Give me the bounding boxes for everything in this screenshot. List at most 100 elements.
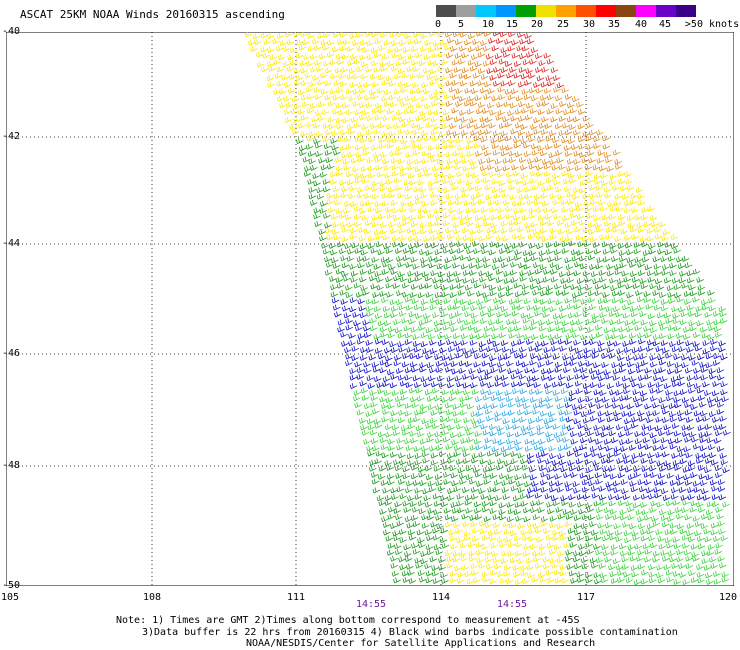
wind-barb [608, 213, 616, 220]
wind-barb [531, 149, 540, 156]
wind-barb [414, 236, 422, 243]
wind-barb [697, 284, 706, 291]
wind-barb [602, 256, 611, 263]
wind-barb [438, 131, 447, 138]
wind-barb [371, 256, 379, 263]
wind-barb [558, 115, 567, 122]
wind-barb [546, 248, 554, 255]
wind-barb [367, 165, 376, 172]
wind-barb [400, 100, 408, 107]
wind-barb [335, 156, 343, 163]
wind-barb [559, 101, 567, 107]
wind-barb [339, 32, 347, 38]
wind-barb [386, 212, 395, 219]
wind-barb [521, 214, 530, 221]
wind-barb [624, 242, 633, 249]
wind-barb [488, 37, 496, 44]
wind-barb [549, 193, 557, 200]
wind-barb [397, 158, 406, 165]
wind-barb [475, 263, 484, 270]
wind-barb [374, 38, 382, 45]
wind-barb [486, 102, 495, 109]
wind-barb [571, 255, 580, 262]
wind-barb [650, 221, 659, 228]
wind-barb [537, 284, 545, 291]
wind-barb [393, 123, 402, 130]
wind-barb [443, 93, 452, 100]
wind-barb [473, 135, 481, 142]
wind-barb [371, 180, 379, 187]
wind-barb [492, 149, 501, 156]
wind-barb [646, 235, 655, 242]
wind-barb [482, 45, 491, 52]
wind-barb [537, 136, 545, 143]
wind-barb [564, 129, 573, 136]
wind-barb [538, 250, 547, 257]
wind-barb [377, 122, 386, 129]
wind-barb [427, 144, 436, 151]
wind-barb [396, 290, 404, 297]
wind-barb [391, 52, 400, 59]
wind-barb [605, 226, 614, 233]
wind-barb [641, 206, 649, 213]
wind-barb [599, 276, 607, 283]
wind-barb [334, 199, 342, 206]
wind-barb [465, 207, 474, 214]
wind-barb [561, 137, 569, 144]
wind-barb [374, 271, 382, 278]
wind-barb [500, 262, 509, 268]
wind-barb [281, 74, 289, 81]
wind-barb [526, 199, 535, 206]
wind-barb [442, 247, 451, 254]
wind-barb [339, 129, 348, 136]
wind-barb [631, 207, 639, 213]
wind-barb [513, 208, 521, 214]
wind-barb [497, 72, 505, 79]
wind-barb [308, 131, 317, 137]
wind-barb [409, 88, 418, 95]
wind-barb [621, 193, 630, 200]
scale-label: 10 [481, 19, 495, 30]
wind-barb [492, 228, 500, 234]
wind-barb [578, 255, 587, 262]
wind-barb [353, 282, 362, 289]
wind-barb [627, 222, 635, 229]
wind-barb [466, 248, 474, 255]
wind-barb [558, 271, 567, 278]
wind-barb [342, 158, 351, 165]
wind-barb [640, 241, 649, 248]
wind-barb [463, 200, 471, 206]
wind-barb [377, 107, 386, 114]
wind-barb [654, 269, 662, 276]
wind-barb [596, 257, 605, 264]
wind-barb [369, 275, 377, 282]
wind-barb [609, 173, 617, 180]
wind-barb [348, 95, 356, 102]
wind-barb [357, 81, 365, 88]
wind-barb [512, 214, 521, 221]
wind-barb [411, 59, 419, 66]
wind-barb [349, 33, 357, 39]
wind-barb [684, 262, 693, 269]
wind-barb [603, 186, 612, 193]
scale-label: 5 [457, 19, 465, 30]
scale-label: 35 [607, 19, 621, 30]
wind-barb [370, 247, 378, 254]
wind-barb [599, 205, 608, 212]
wind-barb [360, 285, 368, 292]
wind-barb [393, 275, 401, 282]
wind-barb [307, 45, 315, 52]
wind-barb [664, 249, 672, 256]
wind-barb [571, 144, 579, 150]
wind-barb [498, 122, 507, 129]
wind-barb [300, 67, 308, 74]
wind-barb [454, 193, 463, 200]
wind-barb [654, 226, 662, 233]
wind-barb [401, 214, 410, 221]
wind-barb [528, 207, 537, 214]
wind-barb [554, 283, 562, 290]
wind-barb [329, 249, 338, 256]
wind-barb [478, 235, 486, 242]
wind-barb [636, 222, 645, 229]
wind-barb [513, 282, 522, 289]
